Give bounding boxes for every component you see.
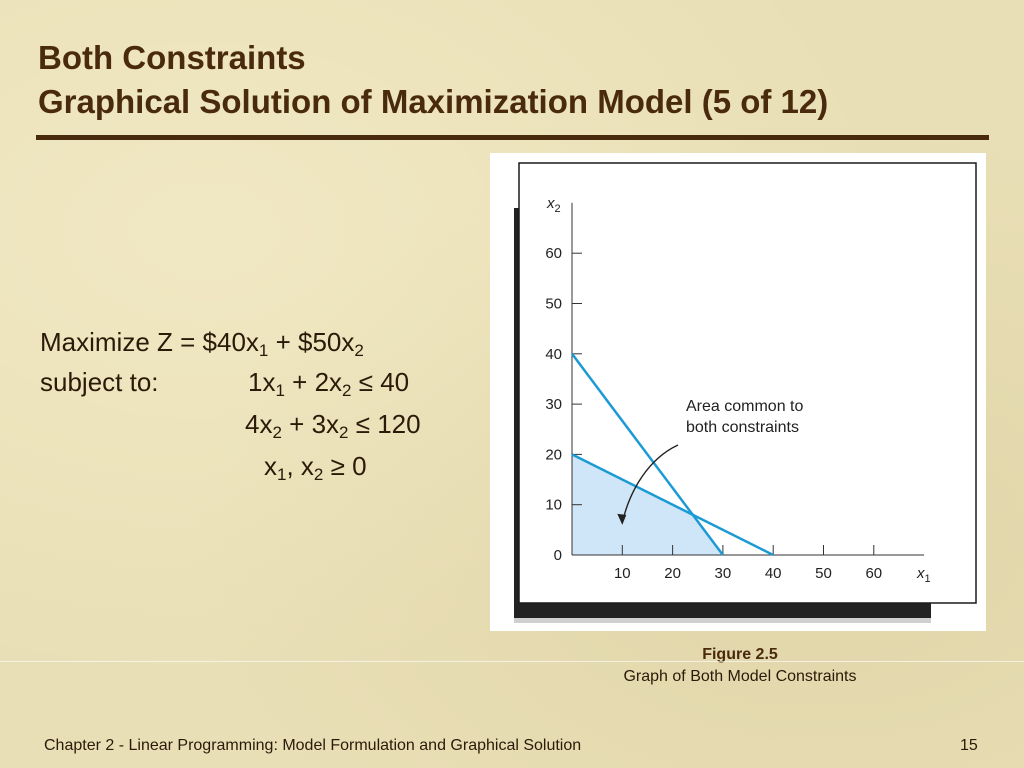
y-tick-label: 50 xyxy=(545,296,562,313)
y-tick-label: 0 xyxy=(554,547,562,564)
y-tick-label: 60 xyxy=(545,245,562,262)
nonnegativity-constraint: x1, x2 ≥ 0 xyxy=(264,446,367,486)
y-tick-label: 20 xyxy=(545,446,562,463)
y-tick-label: 40 xyxy=(545,346,562,363)
constraint-1-text: 1x1 + 2x2 ≤ 40 xyxy=(248,367,410,400)
x-tick-label: 50 xyxy=(815,565,832,582)
slide-title: Both Constraints Graphical Solution of M… xyxy=(38,36,828,124)
y-tick-label: 30 xyxy=(545,396,562,413)
constraint-1: 1x1 + 2x2 ≤ 40 xyxy=(248,362,409,402)
figure-panel: 0 10 20 30 40 50 60 10 20 30 40 50 60 x2 x1 Area common… xyxy=(490,153,986,631)
page-number: 15 xyxy=(960,737,978,754)
x-tick-label: 30 xyxy=(715,565,732,582)
x-tick-label: 20 xyxy=(664,565,681,582)
footer-rule xyxy=(0,661,1024,662)
constraint-line-2 xyxy=(571,453,774,557)
y-axis-label: x2 xyxy=(546,195,561,215)
x-tick-label: 10 xyxy=(614,565,631,582)
title-line-2: Graphical Solution of Maximization Model… xyxy=(38,83,829,120)
objective-function: Maximize Z = $40x1 + $50x2 xyxy=(40,322,364,362)
annotation-text: Area common to xyxy=(686,398,803,415)
footer-text: Chapter 2 - Linear Programming: Model Fo… xyxy=(44,737,582,754)
constraint-label: subject to: xyxy=(40,362,159,402)
title-rule xyxy=(36,135,989,140)
y-tick-label: 10 xyxy=(545,497,562,514)
annotation-arrowhead xyxy=(617,513,627,525)
figure-number: Figure 2.5 xyxy=(702,646,778,663)
annotation-arrow xyxy=(622,444,679,521)
annotation-text: both constraints xyxy=(686,419,799,436)
title-line-1: Both Constraints xyxy=(38,39,306,76)
x-tick-label: 40 xyxy=(765,565,782,582)
constraint-line-1 xyxy=(570,353,724,556)
constraint-2: 4x2 + 3x2 ≤ 120 xyxy=(245,404,421,444)
objective-text: Maximize Z = $40x1 + $50x2 xyxy=(40,327,364,360)
subject-to-label: subject to: xyxy=(40,367,159,397)
feasible-region xyxy=(572,454,723,555)
nonnegativity-text: x1, x2 ≥ 0 xyxy=(264,451,367,484)
figure-caption-text: Graph of Both Model Constraints xyxy=(623,668,857,685)
x-tick-label: 60 xyxy=(865,565,882,582)
figure-caption: Figure 2.5 Graph of Both Model Constrain… xyxy=(570,644,910,688)
constraint-2-text: 4x2 + 3x2 ≤ 120 xyxy=(245,409,421,442)
constraint-graph: 0 10 20 30 40 50 60 10 20 30 40 50 60 x2 x1 Area common… xyxy=(514,162,977,623)
x-axis-label: x1 xyxy=(916,565,931,585)
